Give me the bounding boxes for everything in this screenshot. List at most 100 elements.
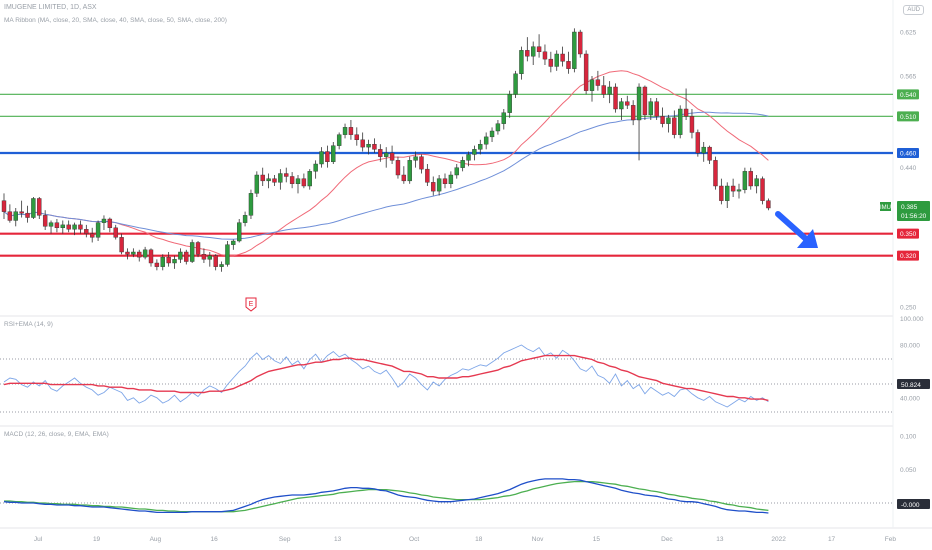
candle-2021-09-29: [378, 144, 383, 162]
candle-2021-09-30: [384, 147, 389, 168]
candle-2021-10-12: [431, 176, 436, 196]
candle-2021-11-16: [578, 29, 583, 58]
level-tag-0.540: [897, 89, 919, 100]
candle-2021-09-09: [295, 175, 301, 194]
candle-2021-07-02: [7, 204, 13, 223]
axis-labels: 0.625 0.565 0.440 0.250 100.000 80.000 40.000 0…: [34, 30, 924, 544]
level-tag-0.510: [897, 111, 919, 122]
rsi-line: [3, 344, 769, 408]
candle-2021-10-01: [389, 145, 395, 164]
candle-2021-07-16: [66, 220, 71, 233]
date-tick-13: 13: [716, 536, 724, 543]
candle-2021-07-30: [125, 248, 130, 260]
date-tick-Feb: Feb: [885, 536, 897, 543]
candle-2021-07-08: [31, 197, 36, 219]
candle-2021-08-27: [242, 211, 248, 227]
candle-2021-08-10: [166, 252, 171, 267]
date-tick-19: 19: [93, 536, 101, 543]
candle-2021-10-11: [425, 164, 430, 186]
candle-2021-10-08: [419, 154, 424, 174]
candle-2021-11-09: [548, 51, 554, 73]
candle-2021-10-26: [489, 127, 495, 142]
candle-2021-09-17: [331, 142, 336, 164]
candle-2022-01-04: [766, 198, 771, 211]
rsi-legend[interactable]: RSI+EMA (14, 9): [4, 321, 53, 328]
candle-2021-08-23: [219, 261, 224, 272]
date-tick-Nov: Nov: [532, 536, 544, 543]
candle-2021-07-20: [78, 220, 83, 234]
symbol-title[interactable]: IMUGENE LIMITED, 1D, ASX: [4, 4, 97, 11]
candle-2021-07-19: [72, 222, 77, 236]
candle-2021-11-18: [589, 76, 595, 102]
currency-badge[interactable]: AUD: [903, 5, 924, 15]
candle-2021-08-30: [248, 189, 254, 219]
candle-2021-10-28: [501, 109, 506, 130]
candle-2021-11-29: [630, 100, 636, 126]
candle-2021-08-31: [254, 171, 260, 197]
rsi-ema-line: [3, 354, 769, 402]
candle-2021-09-15: [319, 147, 324, 168]
candle-2021-11-03: [525, 37, 530, 62]
candle-2021-12-30: [754, 175, 759, 194]
candle-2021-09-06: [278, 169, 283, 190]
date-tick-16: 16: [211, 536, 219, 543]
candle-2021-10-27: [495, 120, 501, 135]
candle-2021-12-16: [707, 145, 712, 164]
candle-2021-07-07: [25, 205, 30, 223]
rsi-tick-100.000: 100.000: [900, 316, 924, 323]
candlesticks: [1, 28, 771, 272]
candle-2021-10-15: [448, 171, 454, 189]
candle-2021-11-04: [531, 41, 536, 65]
candle-2021-12-01: [642, 85, 648, 120]
candle-2021-09-28: [372, 138, 377, 153]
candle-2021-11-15: [572, 28, 577, 73]
macd-tick-0.050: 0.050: [900, 467, 917, 474]
level-tag-0.350: [897, 228, 919, 239]
level-text-0.540: 0.540: [900, 92, 917, 99]
current-price-value: 0.385: [901, 204, 918, 211]
candle-2021-09-21: [342, 123, 348, 139]
candle-2021-08-26: [236, 219, 242, 243]
level-text-0.510: 0.510: [900, 114, 917, 121]
candle-2021-10-04: [395, 156, 401, 179]
candle-2021-10-29: [507, 90, 512, 118]
candle-2021-07-12: [42, 210, 48, 230]
date-tick-Aug: Aug: [150, 536, 162, 543]
candle-2021-08-18: [201, 248, 207, 263]
level-labels: 0.540 0.510 0.460 0.350 0.320: [897, 89, 919, 261]
macd-line: [3, 478, 769, 514]
down-arrow-icon: [775, 211, 818, 248]
date-tick-18: 18: [475, 536, 483, 543]
candle-2021-12-14: [695, 129, 701, 157]
candle-2021-09-14: [313, 160, 318, 179]
candle-2021-08-02: [131, 248, 136, 258]
candle-2021-10-20: [466, 151, 471, 167]
candle-2021-11-26: [625, 95, 630, 109]
level-tag-0.320: [897, 250, 919, 261]
candle-2021-11-22: [601, 76, 606, 98]
macd-legend[interactable]: MACD (12, 26, close, 9, EMA, EMA): [4, 431, 109, 438]
candle-2021-07-28: [113, 224, 118, 240]
candle-2021-12-09: [678, 105, 683, 139]
candle-2021-07-05: [13, 208, 18, 227]
candle-2021-11-12: [566, 51, 571, 74]
candle-2021-07-27: [107, 217, 113, 233]
candle-2021-12-06: [660, 107, 665, 128]
candle-2021-10-19: [460, 156, 465, 172]
candle-2021-12-24: [742, 167, 748, 194]
rsi-tick-40.000: 40.000: [900, 395, 920, 402]
macd-value-label: -0.000: [897, 499, 930, 509]
ma-ribbon-legend[interactable]: MA Ribbon (MA, close, 20, SMA, close, 40…: [4, 17, 227, 24]
price-tick-0.440: 0.440: [900, 165, 917, 172]
candle-2021-07-14: [54, 219, 60, 233]
candle-2021-11-19: [595, 70, 601, 91]
candle-2021-12-17: [713, 156, 718, 190]
candle-2021-07-06: [19, 200, 24, 218]
macd-tick-0.100: 0.100: [900, 434, 917, 441]
candle-2021-07-22: [89, 227, 95, 243]
candle-2021-09-24: [360, 132, 365, 152]
earnings-marker[interactable]: E: [245, 297, 257, 312]
candle-2021-08-05: [148, 248, 154, 267]
